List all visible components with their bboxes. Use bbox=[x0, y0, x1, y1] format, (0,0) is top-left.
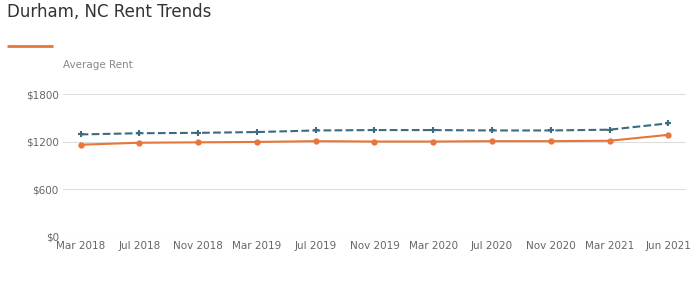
National bbox=[547, 129, 555, 132]
National bbox=[606, 128, 614, 131]
Durham, NC bbox=[194, 141, 202, 144]
National bbox=[312, 129, 320, 132]
Durham, NC bbox=[370, 140, 379, 143]
Text: Average Rent: Average Rent bbox=[63, 60, 133, 70]
Durham, NC bbox=[488, 139, 496, 143]
National bbox=[76, 133, 85, 136]
Durham, NC bbox=[664, 133, 673, 137]
Text: Durham, NC Rent Trends: Durham, NC Rent Trends bbox=[7, 3, 211, 21]
Line: Durham, NC: Durham, NC bbox=[78, 133, 671, 147]
Durham, NC bbox=[76, 143, 85, 146]
National bbox=[194, 131, 202, 135]
Durham, NC bbox=[312, 139, 320, 143]
Line: National: National bbox=[77, 120, 672, 138]
National bbox=[135, 132, 143, 135]
National bbox=[664, 122, 673, 125]
National bbox=[370, 128, 379, 132]
Durham, NC bbox=[606, 139, 614, 142]
National bbox=[253, 130, 261, 134]
National bbox=[488, 129, 496, 132]
National bbox=[429, 128, 438, 132]
Durham, NC bbox=[135, 141, 143, 144]
Durham, NC bbox=[429, 140, 438, 143]
Durham, NC bbox=[253, 140, 261, 144]
Durham, NC bbox=[547, 139, 555, 143]
